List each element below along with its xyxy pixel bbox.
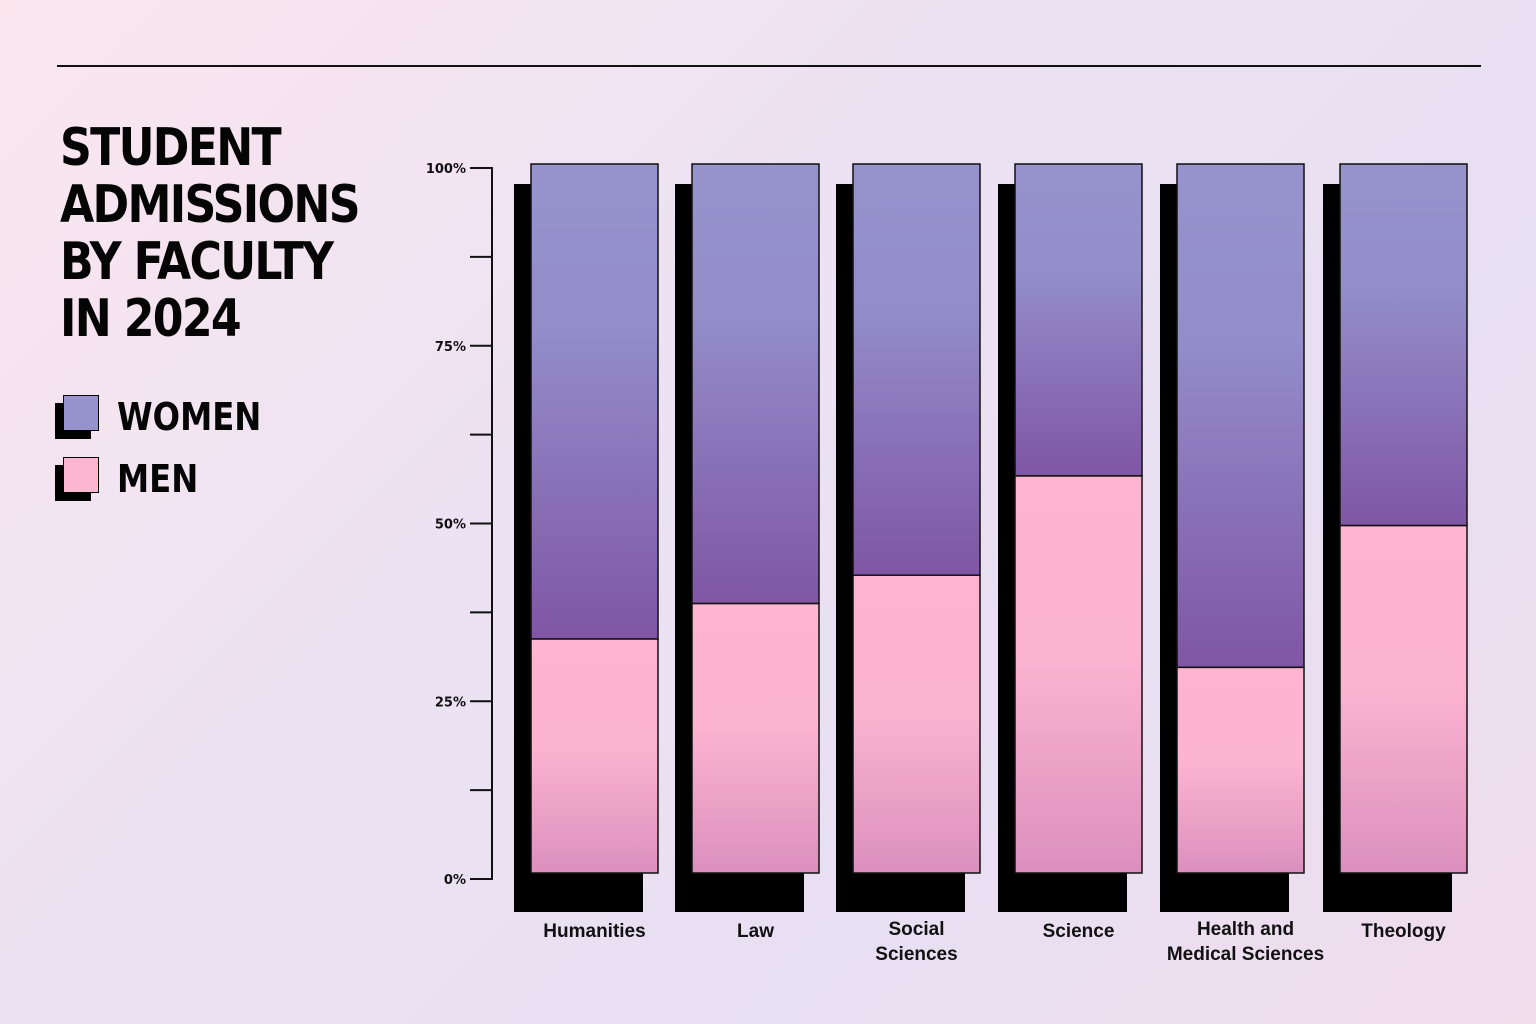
legend-label-women: WOMEN: [117, 395, 262, 439]
x-tick-label: Humanities: [543, 921, 645, 942]
y-tick-label: 100%: [426, 162, 466, 177]
bar-men: [530, 638, 659, 874]
bar-women: [1014, 163, 1143, 477]
x-tick-label: Health and Medical Sciences: [1167, 919, 1324, 965]
x-tick-label: Law: [737, 921, 774, 942]
bar-women: [530, 163, 659, 640]
y-tick-label: 0%: [444, 873, 466, 888]
y-tick-label: 25%: [435, 695, 466, 710]
legend-swatch-women: [55, 395, 99, 439]
bar-women: [852, 163, 981, 576]
bar-women: [1339, 163, 1468, 527]
chart-title: STUDENT ADMISSIONS BY FACULTY IN 2024: [60, 118, 361, 349]
x-tick-label: Theology: [1361, 921, 1446, 942]
legend-label-men: MEN: [117, 457, 199, 501]
bar-women: [1176, 163, 1305, 669]
bar-men: [852, 574, 981, 874]
legend-item-men: MEN: [55, 457, 213, 501]
y-tick-label: 75%: [435, 340, 466, 355]
y-tick-label: 50%: [435, 518, 466, 533]
bar-men: [691, 602, 820, 874]
bar-men: [1176, 666, 1305, 874]
legend-swatch-men: [55, 457, 99, 501]
bar-men: [1339, 524, 1468, 874]
legend-item-women: WOMEN: [55, 395, 287, 439]
x-tick-label: Science: [1043, 921, 1115, 942]
top-rule: [57, 65, 1481, 67]
bar-men: [1014, 475, 1143, 874]
bar-women: [691, 163, 820, 605]
x-tick-label: Social Sciences: [875, 919, 957, 965]
